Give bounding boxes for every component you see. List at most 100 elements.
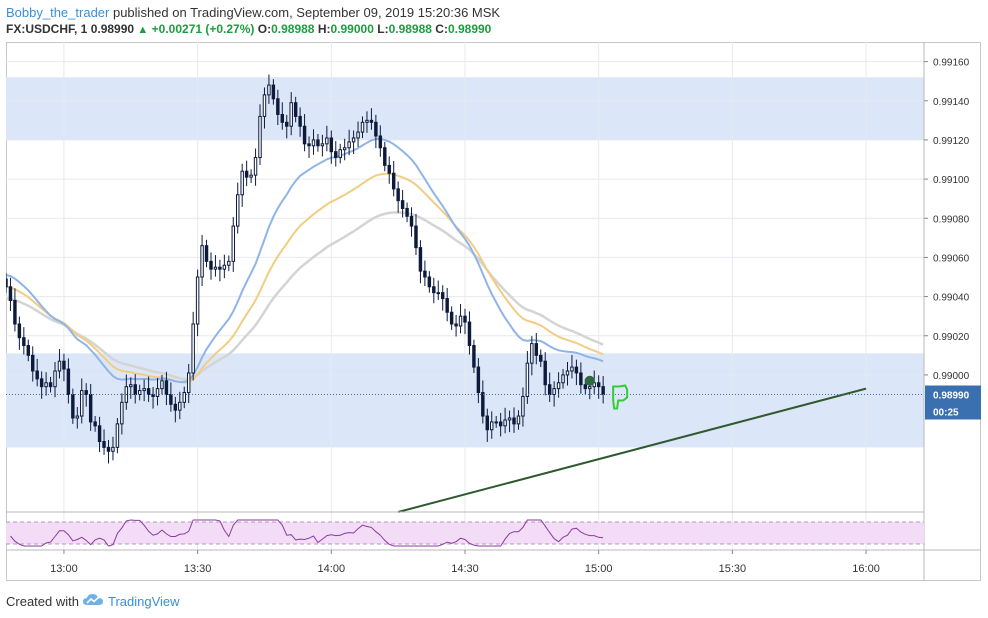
candle-body bbox=[169, 394, 173, 405]
chart-frame bbox=[6, 42, 981, 581]
candle-body bbox=[574, 366, 579, 374]
candle-body bbox=[133, 384, 137, 396]
publish-line: Bobby_the_trader published on TradingVie… bbox=[6, 4, 706, 21]
candle-body bbox=[115, 423, 120, 448]
candle-body bbox=[222, 264, 227, 270]
last-price: 0.98990 bbox=[90, 22, 135, 36]
candle-body bbox=[539, 354, 543, 362]
candle-body bbox=[262, 94, 267, 117]
candle-body bbox=[316, 139, 320, 147]
rsi-line bbox=[10, 519, 604, 547]
candle-body bbox=[436, 292, 440, 295]
candle-body bbox=[164, 380, 169, 395]
x-tick-label: 16:00 bbox=[852, 563, 880, 575]
ma-blue-line bbox=[6, 137, 604, 384]
created-with-text: Created with bbox=[6, 594, 79, 609]
candle-body bbox=[244, 170, 249, 178]
candle-body bbox=[39, 378, 44, 388]
symbol-label: FX:USDCHF, 1 bbox=[6, 22, 88, 36]
price-change: +0.00271 (+0.27%) bbox=[151, 22, 255, 36]
candle-body bbox=[409, 215, 414, 227]
candle-body bbox=[490, 421, 494, 431]
candle-body bbox=[106, 446, 111, 452]
close-label: C: bbox=[435, 22, 448, 36]
candle-body bbox=[387, 164, 391, 174]
candle-body bbox=[258, 115, 262, 159]
up-arrow-icon: ▲ bbox=[137, 24, 149, 36]
candle-body bbox=[146, 388, 151, 395]
candle-body bbox=[186, 372, 191, 394]
candle-body bbox=[463, 315, 467, 323]
high-label: H: bbox=[317, 22, 331, 36]
candle-body bbox=[93, 421, 97, 427]
candle-body bbox=[400, 200, 405, 209]
candle-body bbox=[120, 401, 124, 425]
candle-body bbox=[342, 147, 347, 151]
candle-body bbox=[570, 366, 574, 372]
candle-body bbox=[552, 388, 556, 395]
candle-body bbox=[71, 394, 75, 419]
candle-body bbox=[583, 384, 588, 390]
candle-body bbox=[285, 121, 289, 127]
candle-body bbox=[142, 388, 146, 392]
countdown-tag bbox=[925, 403, 981, 420]
candle-body bbox=[325, 137, 329, 145]
x-tick-label: 13:30 bbox=[184, 563, 212, 575]
low-value: 0.98988 bbox=[388, 22, 432, 36]
close-value: 0.98990 bbox=[447, 22, 492, 36]
candle-body bbox=[17, 323, 22, 339]
candle-body bbox=[329, 137, 334, 153]
candle-body bbox=[565, 370, 570, 376]
candle-body bbox=[423, 270, 427, 278]
candle-body bbox=[75, 415, 80, 419]
candle-body bbox=[227, 260, 231, 266]
candle-body bbox=[31, 354, 35, 372]
candle-body bbox=[209, 260, 213, 270]
ma-gray-line bbox=[6, 211, 604, 381]
candle-body bbox=[378, 135, 383, 149]
candle-body bbox=[601, 386, 605, 395]
price-chart[interactable]: 0.99160 0.99140 0.99120 0.99100 0.99080 0.990… bbox=[6, 42, 981, 581]
candle-body bbox=[458, 315, 463, 327]
candle-body bbox=[445, 298, 449, 313]
candle-body bbox=[369, 119, 374, 123]
tradingview-link[interactable]: TradingView bbox=[107, 594, 180, 609]
footer: Created with TradingView bbox=[6, 593, 180, 611]
candle-body bbox=[137, 390, 142, 396]
candle-body bbox=[62, 360, 66, 370]
candle-body bbox=[102, 441, 106, 448]
y-tick-label: 0.99000 bbox=[933, 371, 970, 382]
candle-body bbox=[418, 247, 423, 272]
candle-body bbox=[383, 147, 387, 166]
candle-body bbox=[579, 372, 583, 386]
candle-body bbox=[22, 337, 26, 347]
candle-body bbox=[204, 245, 209, 262]
candle-body bbox=[347, 141, 351, 149]
open-value: 0.98988 bbox=[271, 22, 315, 36]
candle-body bbox=[155, 388, 160, 397]
candle-body bbox=[213, 266, 218, 270]
candle-body bbox=[26, 345, 31, 356]
candle-body bbox=[374, 121, 378, 137]
candle-body bbox=[391, 172, 396, 190]
open-label: O: bbox=[257, 22, 272, 36]
y-tick-label: 0.99140 bbox=[933, 97, 970, 108]
candle-body bbox=[414, 225, 418, 249]
candle-body bbox=[481, 392, 485, 417]
author-link[interactable]: Bobby_the_trader bbox=[6, 5, 110, 20]
candle-body bbox=[494, 421, 498, 424]
x-tick-label: 15:30 bbox=[719, 563, 747, 575]
candle-body bbox=[454, 323, 458, 327]
candle-body bbox=[338, 149, 342, 159]
candle-body bbox=[97, 425, 102, 443]
candle-body bbox=[596, 382, 601, 388]
candle-body bbox=[356, 131, 360, 139]
candle-body bbox=[35, 370, 39, 380]
thumbs-down-icon bbox=[612, 384, 629, 410]
candle-body bbox=[231, 225, 235, 262]
y-tick-label: 0.99120 bbox=[933, 136, 970, 147]
trendline bbox=[397, 387, 867, 513]
candle-body bbox=[276, 98, 280, 115]
candle-body bbox=[84, 390, 88, 396]
candle-body bbox=[311, 139, 316, 147]
